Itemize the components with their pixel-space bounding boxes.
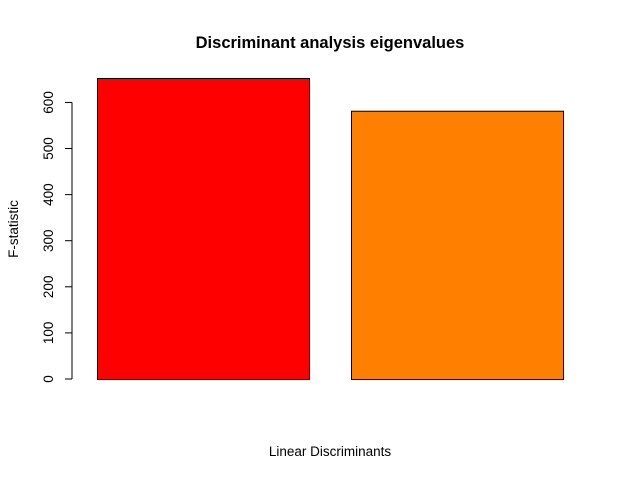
y-tick-label: 500 (41, 137, 56, 160)
chart-title: Discriminant analysis eigenvalues (196, 34, 465, 52)
y-tick-label: 0 (41, 375, 56, 383)
y-tick-label: 300 (41, 229, 56, 252)
y-tick-label: 400 (41, 183, 56, 206)
y-axis-label: F-statistic (6, 200, 21, 258)
bar-2 (351, 110, 564, 380)
y-tick-label: 600 (41, 91, 56, 114)
bar-1 (97, 78, 310, 380)
y-tick-label: 200 (41, 276, 56, 299)
bars (97, 78, 564, 380)
y-tick-label: 100 (41, 322, 56, 345)
y-axis: 0 100 200 300 400 500 600 (41, 91, 73, 383)
x-axis-label: Linear Discriminants (269, 444, 392, 459)
